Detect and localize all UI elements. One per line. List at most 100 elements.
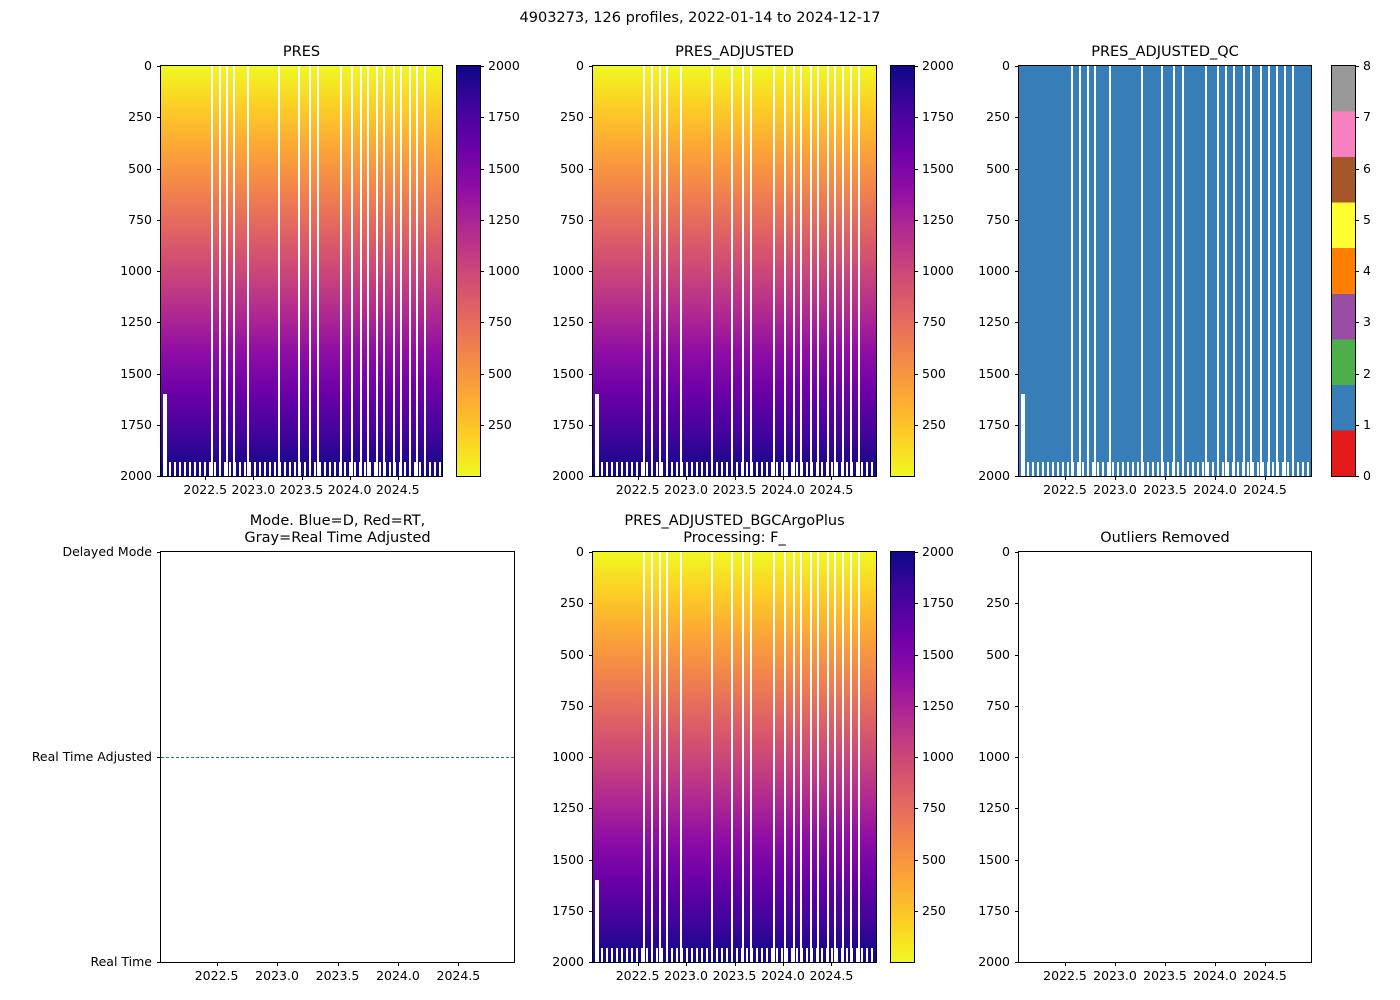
y-tick	[589, 373, 593, 375]
x-tick	[1115, 962, 1116, 966]
x-tick-label: 2023.5	[712, 482, 757, 497]
profile-gap	[393, 66, 396, 476]
y-tick-label: 500	[986, 160, 1010, 176]
profile-gap	[1140, 66, 1143, 476]
colorbar-tick-label: 1000	[922, 749, 954, 764]
y-tick	[589, 117, 593, 119]
colorbar-tick-label: 500	[488, 365, 512, 381]
colorbar-tick	[914, 373, 918, 375]
profile-gap	[366, 66, 369, 476]
profile-gap	[730, 552, 733, 962]
profile-gap	[278, 66, 281, 476]
profile-gap	[750, 66, 753, 476]
profile-gap	[1232, 66, 1235, 476]
x-tick	[782, 962, 784, 966]
profile-gap	[665, 552, 668, 962]
y-tick	[589, 168, 593, 170]
profile-gap	[1070, 66, 1073, 476]
y-tick-label: 1750	[552, 902, 584, 918]
y-tick	[157, 962, 161, 963]
x-tick-label: 2024.5	[809, 968, 854, 983]
x-tick	[782, 476, 784, 480]
plot-title-outliers-removed: Outliers Removed	[1100, 530, 1230, 546]
x-tick-label: 2023.0	[664, 968, 708, 983]
colorbar-tick-label: 750	[922, 800, 946, 816]
y-tick-label: 250	[986, 595, 1010, 611]
profile-gap	[710, 552, 713, 962]
y-tick	[1015, 322, 1019, 324]
plot-pres-adjusted: 2022.5 2023.0 2023.5 2024.0 2024.5 0 250 500 750…	[552, 59, 877, 497]
colorbar-tick	[1355, 117, 1359, 119]
y-tick-label: 1500	[120, 365, 152, 381]
y-tick	[1015, 808, 1019, 810]
y-tick	[1015, 962, 1019, 963]
y-tick	[589, 219, 593, 221]
colorbar-pres-adjusted: 250 500 750 1000 1250 1500 1750 2000	[890, 59, 954, 477]
colorbar-tick-label: 250	[488, 416, 512, 432]
colorbar-tick	[914, 808, 918, 810]
y-tick-label: 1250	[120, 314, 152, 330]
y-tick-label: 250	[560, 109, 584, 125]
x-tick	[1165, 476, 1166, 480]
colorbar-tick	[480, 322, 484, 324]
x-tick	[1265, 476, 1266, 480]
y-tick-label: 1750	[120, 416, 152, 432]
y-tick	[157, 757, 161, 758]
profile-gap	[741, 552, 744, 962]
x-tick	[734, 476, 736, 480]
y-category-label: Real Time	[90, 954, 152, 969]
colorbar-tick-label: 2000	[922, 58, 954, 73]
y-tick	[589, 552, 593, 553]
x-tick	[1115, 476, 1116, 480]
y-tick	[589, 476, 593, 477]
colorbar-tick-label: 1000	[922, 263, 954, 278]
profile-gap	[1250, 66, 1253, 476]
x-tick	[1215, 476, 1216, 480]
colorbar-tick-label: 3	[1363, 314, 1371, 330]
x-tick-label: 2023.0	[231, 482, 276, 497]
y-tick-label: 1500	[552, 365, 584, 381]
x-tick	[1215, 962, 1216, 966]
colorbar-tick	[914, 424, 918, 426]
x-tick	[277, 962, 279, 966]
y-tick	[1015, 117, 1019, 119]
profile-gap	[383, 66, 386, 476]
x-tick-label: 2022.5	[194, 968, 239, 983]
y-tick	[1015, 859, 1019, 861]
profile-gap	[351, 66, 354, 476]
x-tick-label: 2023.0	[1093, 968, 1137, 983]
profile-gap	[710, 66, 713, 476]
colorbar-tick-label: 1500	[922, 160, 954, 176]
x-tick-label: 2024.0	[761, 968, 805, 983]
x-tick-label: 2022.5	[615, 968, 660, 983]
colorbar-tick	[1355, 66, 1359, 67]
y-tick-label: 0	[576, 544, 584, 559]
profile-gap	[816, 66, 819, 476]
colorbar-tick	[914, 117, 918, 119]
x-tick	[205, 476, 207, 480]
x-tick-label: 2022.5	[1043, 968, 1087, 983]
colorbar-tick	[1355, 373, 1359, 375]
colorbar-tick	[914, 603, 918, 605]
y-tick-label: 0	[1002, 544, 1010, 559]
x-tick-label: 2024.0	[761, 482, 805, 497]
colorbar-tick	[1355, 271, 1359, 272]
profile-gap	[376, 66, 379, 476]
profile-gap	[247, 66, 250, 476]
profile-gap	[849, 66, 852, 476]
outliers-plot-area	[1019, 552, 1311, 962]
y-tick-label: 750	[560, 211, 584, 227]
profile-gap	[858, 552, 861, 962]
colorbar-tick	[480, 66, 484, 67]
profile-gap	[679, 552, 682, 962]
profile-gap	[833, 552, 836, 962]
colorbar-tick-label: 1	[1363, 416, 1371, 432]
profile-gap	[1267, 66, 1270, 476]
colorbar-tick-label: 750	[488, 314, 512, 330]
profile-depth-teeth	[593, 947, 876, 962]
plot-title-pres-adjusted: PRES_ADJUSTED	[675, 44, 794, 60]
y-tick	[157, 322, 161, 324]
colorbar-tick-label: 1000	[488, 263, 520, 278]
profile-gap	[1172, 66, 1175, 476]
profile-gap	[773, 66, 776, 476]
